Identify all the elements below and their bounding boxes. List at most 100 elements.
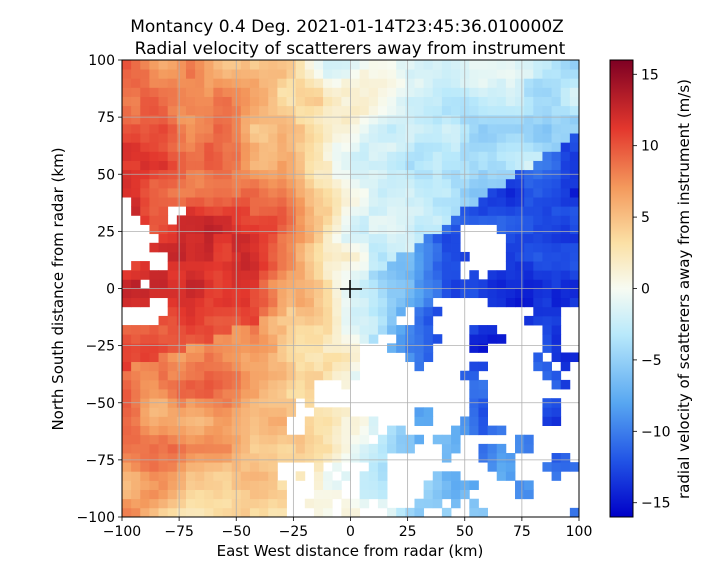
velocity-cell <box>213 124 223 134</box>
velocity-cell <box>204 499 214 509</box>
velocity-cell <box>241 60 251 70</box>
velocity-cell <box>351 279 361 289</box>
velocity-cell <box>140 444 150 454</box>
velocity-cell <box>405 508 415 518</box>
velocity-cell <box>223 334 233 344</box>
velocity-cell <box>414 106 424 116</box>
velocity-cell <box>204 289 214 299</box>
velocity-cell <box>469 60 479 70</box>
velocity-cell <box>469 215 479 225</box>
velocity-cell <box>570 124 580 134</box>
velocity-cell <box>360 115 370 125</box>
velocity-cell <box>369 261 379 271</box>
velocity-cell <box>451 261 461 271</box>
velocity-cell <box>159 508 169 518</box>
velocity-cell <box>296 133 306 143</box>
velocity-cell <box>369 197 379 207</box>
velocity-cell <box>149 352 159 362</box>
velocity-cell <box>168 316 178 326</box>
velocity-cell <box>570 215 580 225</box>
velocity-cell <box>296 352 306 362</box>
velocity-cell <box>277 508 287 518</box>
velocity-cell <box>323 435 333 445</box>
velocity-cell <box>259 115 269 125</box>
velocity-cell <box>149 151 159 161</box>
velocity-cell <box>177 435 187 445</box>
velocity-cell <box>360 325 370 335</box>
velocity-cell <box>223 380 233 390</box>
velocity-cell <box>451 215 461 225</box>
velocity-cell <box>204 298 214 308</box>
velocity-cell <box>204 389 214 399</box>
y-tick-label: 100 <box>88 53 115 69</box>
velocity-cell <box>387 426 397 436</box>
velocity-cell <box>204 151 214 161</box>
velocity-cell <box>314 115 324 125</box>
velocity-cell <box>424 78 434 88</box>
velocity-cell <box>305 78 315 88</box>
velocity-cell <box>570 261 580 271</box>
velocity-cell <box>424 234 434 244</box>
velocity-cell <box>570 234 580 244</box>
velocity-cell <box>314 334 324 344</box>
velocity-cell <box>451 206 461 216</box>
velocity-cell <box>552 133 562 143</box>
velocity-cell <box>168 179 178 189</box>
velocity-cell <box>424 60 434 70</box>
velocity-cell <box>213 362 223 372</box>
velocity-cell <box>570 142 580 152</box>
velocity-cell <box>451 115 461 125</box>
velocity-cell <box>195 142 205 152</box>
velocity-cell <box>552 124 562 134</box>
velocity-cell <box>277 279 287 289</box>
velocity-cell <box>424 151 434 161</box>
velocity-cell <box>204 352 214 362</box>
velocity-cell <box>378 462 388 472</box>
x-tick-label: −50 <box>221 524 251 540</box>
velocity-cell <box>396 115 406 125</box>
velocity-cell <box>305 151 315 161</box>
velocity-cell <box>277 407 287 417</box>
velocity-cell <box>122 325 132 335</box>
velocity-cell <box>241 407 251 417</box>
velocity-cell <box>424 106 434 116</box>
velocity-cell <box>506 97 516 107</box>
velocity-cell <box>259 499 269 509</box>
velocity-cell <box>378 435 388 445</box>
velocity-cell <box>268 362 278 372</box>
velocity-cell <box>533 151 543 161</box>
velocity-cell <box>195 490 205 500</box>
velocity-cell <box>323 362 333 372</box>
velocity-cell <box>351 161 361 171</box>
velocity-cell <box>305 243 315 253</box>
velocity-cell <box>177 115 187 125</box>
velocity-cell <box>552 343 562 353</box>
velocity-cell <box>140 325 150 335</box>
velocity-cell <box>478 60 488 70</box>
velocity-cell <box>204 307 214 317</box>
velocity-cell <box>433 270 443 280</box>
velocity-cell <box>451 106 461 116</box>
velocity-cell <box>268 380 278 390</box>
velocity-cell <box>451 289 461 299</box>
velocity-cell <box>213 444 223 454</box>
velocity-cell <box>223 508 233 518</box>
velocity-cell <box>177 289 187 299</box>
velocity-cell <box>369 78 379 88</box>
x-tick-label: −75 <box>164 524 194 540</box>
velocity-cell <box>433 490 443 500</box>
velocity-cell <box>478 115 488 125</box>
velocity-cell <box>122 298 132 308</box>
velocity-cell <box>213 279 223 289</box>
velocity-cell <box>277 453 287 463</box>
velocity-cell <box>287 362 297 372</box>
velocity-cell <box>396 87 406 97</box>
velocity-cell <box>186 252 196 262</box>
velocity-cell <box>195 261 205 271</box>
velocity-cell <box>451 188 461 198</box>
velocity-cell <box>323 343 333 353</box>
velocity-cell <box>131 453 141 463</box>
velocity-cell <box>241 261 251 271</box>
velocity-cell <box>159 161 169 171</box>
velocity-cell <box>213 133 223 143</box>
